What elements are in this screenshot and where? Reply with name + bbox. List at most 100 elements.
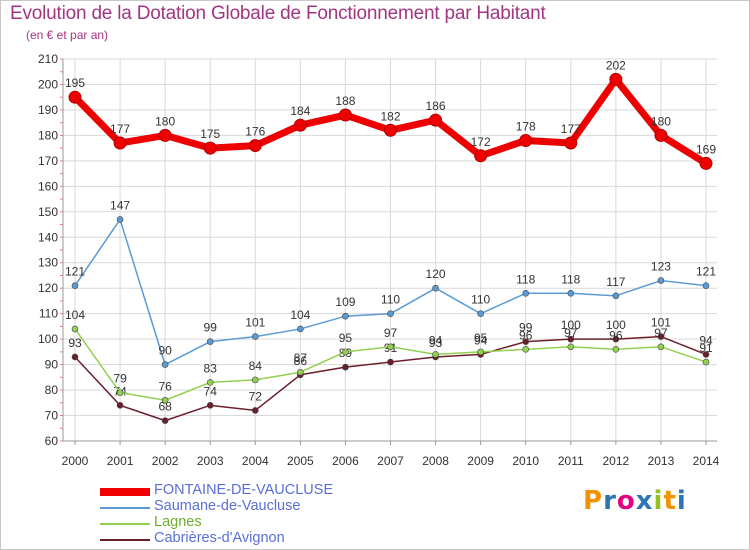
data-point: [474, 149, 488, 163]
data-label: 97: [564, 326, 578, 340]
data-point: [657, 343, 665, 351]
legend-label: Cabrières-d'Avignon: [154, 530, 285, 546]
chart-title: Evolution de la Dotation Globale de Fonc…: [10, 3, 546, 24]
y-tick-label: 170: [38, 154, 58, 168]
x-tick-label: 2000: [62, 454, 89, 468]
data-label: 184: [290, 104, 310, 118]
data-label: 100: [561, 318, 581, 332]
x-tick-label: 2006: [332, 454, 359, 468]
x-tick-label: 2012: [603, 454, 630, 468]
data-label: 87: [294, 351, 308, 365]
data-point: [522, 289, 530, 297]
data-label: 94: [429, 333, 443, 347]
data-label: 86: [294, 354, 308, 368]
y-tick-label: 200: [38, 77, 58, 91]
data-label: 182: [380, 109, 400, 123]
data-point: [206, 379, 214, 386]
data-label: 110: [471, 293, 490, 307]
data-label: 96: [519, 328, 533, 342]
data-label: 94: [699, 333, 713, 347]
data-label: 101: [245, 316, 265, 330]
data-label: 202: [606, 58, 626, 72]
proxiti-logo: Proxiti: [583, 486, 687, 516]
data-label: 177: [110, 122, 130, 136]
data-label: 121: [65, 265, 85, 279]
legend-swatch: [100, 507, 150, 509]
data-point: [342, 312, 349, 320]
data-label: 72: [249, 389, 263, 403]
data-label: 97: [384, 326, 398, 340]
data-point: [564, 136, 578, 150]
data-label: 180: [155, 114, 175, 128]
data-point: [657, 277, 665, 284]
data-label: 97: [654, 326, 668, 340]
data-point: [248, 139, 262, 153]
x-tick-label: 2001: [107, 454, 134, 468]
logo-letter: i: [676, 486, 687, 516]
data-point: [387, 343, 394, 351]
data-point: [432, 351, 439, 358]
legend-label: Lagnes: [154, 514, 202, 530]
y-tick-label: 130: [38, 256, 58, 270]
data-point: [113, 136, 127, 150]
data-label: 177: [561, 122, 581, 136]
data-label: 99: [204, 321, 218, 335]
y-tick-label: 150: [38, 205, 58, 219]
data-label: 172: [471, 135, 491, 149]
legend-swatch: [100, 523, 150, 525]
x-tick-label: 2009: [467, 454, 494, 468]
data-point: [297, 368, 304, 376]
data-point: [384, 123, 397, 137]
x-tick-label: 2004: [242, 454, 269, 468]
data-point: [206, 402, 214, 409]
x-tick-label: 2008: [422, 454, 449, 468]
data-label: 68: [158, 400, 172, 414]
data-point: [158, 128, 172, 142]
data-label: 120: [426, 267, 446, 281]
data-point: [477, 348, 484, 356]
data-point: [251, 407, 259, 414]
chart-subtitle: (en € et par an): [26, 28, 109, 42]
data-point: [609, 72, 623, 86]
data-point: [342, 348, 349, 356]
data-label: 117: [606, 275, 625, 289]
y-tick-label: 110: [39, 307, 58, 321]
data-point: [161, 396, 169, 404]
legend-item: Lagnes: [100, 514, 360, 532]
data-point: [477, 310, 484, 317]
data-point: [206, 338, 214, 345]
data-point: [654, 128, 668, 142]
data-label: 118: [561, 272, 580, 286]
data-label: 100: [606, 318, 626, 332]
data-point: [702, 358, 710, 366]
data-label: 93: [429, 336, 443, 350]
legend-swatch: [100, 539, 150, 541]
data-point: [387, 310, 394, 317]
data-point: [387, 358, 394, 366]
data-point: [251, 376, 259, 384]
y-tick-label: 120: [38, 281, 58, 295]
data-point: [71, 325, 79, 333]
data-label: 188: [335, 94, 355, 108]
series-0: 195 177 180 175 176 184 188 182 186 172 178 177 202 1…: [65, 58, 716, 170]
legend: FONTAINE-DE-VAUCLUSE Saumane-de-Vaucluse L…: [100, 482, 360, 548]
logo-letter: r: [603, 486, 617, 516]
y-tick-label: 180: [38, 128, 58, 142]
y-tick-label: 140: [38, 230, 58, 244]
data-point: [297, 325, 304, 333]
data-label: 180: [651, 114, 671, 128]
data-label: 110: [381, 293, 400, 307]
data-label: 96: [609, 328, 623, 342]
data-label: 84: [249, 359, 263, 373]
x-tick-label: 2010: [512, 454, 539, 468]
data-label: 99: [519, 321, 533, 335]
y-tick-label: 70: [45, 409, 59, 423]
data-point: [338, 108, 352, 122]
logo-letter: o: [616, 486, 636, 516]
data-label: 93: [68, 336, 82, 350]
data-label: 123: [651, 260, 671, 274]
data-label: 121: [696, 265, 716, 279]
x-tick-label: 2014: [693, 454, 720, 468]
legend-item: FONTAINE-DE-VAUCLUSE: [100, 482, 360, 500]
